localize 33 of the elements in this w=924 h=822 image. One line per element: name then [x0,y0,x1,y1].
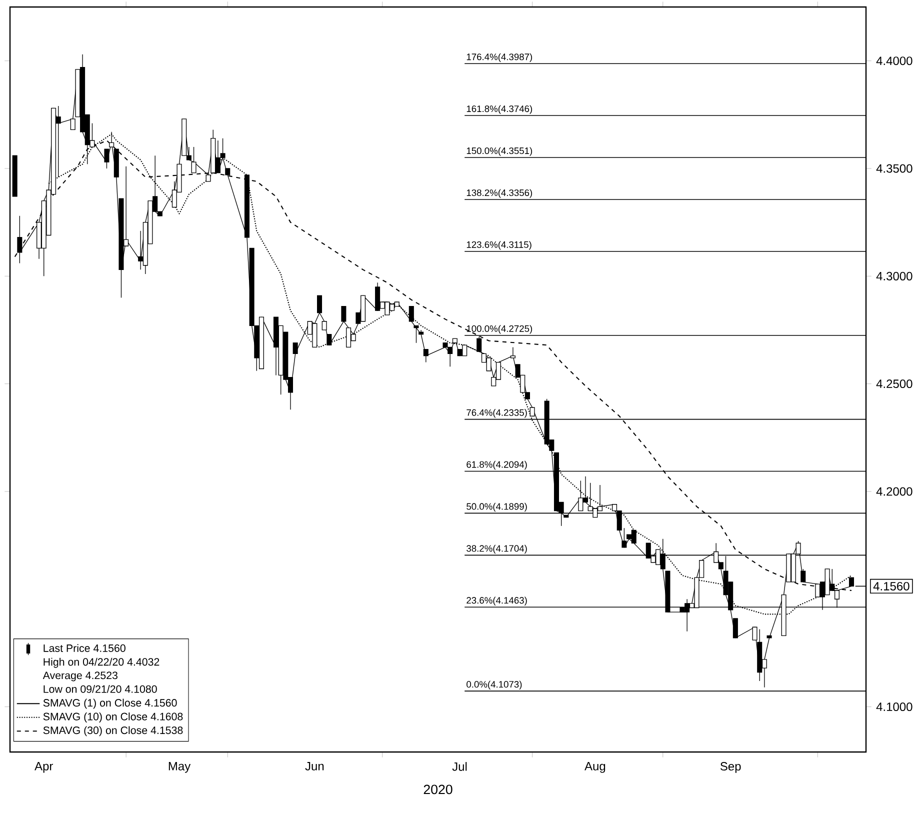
annotation: High on 04/22/20 4.4032 [44,658,160,668]
annotation: 138.2%(4.3356) [466,189,532,198]
annotation: 161.8%(4.3746) [466,105,532,114]
annotation: Low on 09/21/20 4.1080 [44,685,157,693]
annotation: 50.0%(4.1899) [466,502,527,512]
y-tick-label: 4.3500 [876,164,912,173]
x-tick-label: Sep [720,762,741,773]
legend-label: SMAVG (30) on Close 4.1538 [43,726,183,736]
legend-label: SMAVG (10) on Close 4.1608 [43,712,183,722]
x-tick-label: May [168,762,191,773]
y-tick-label: 4.1000 [876,702,912,712]
x-axis-title: 2020 [424,784,452,794]
y-tick-label: 4.3000 [876,272,912,280]
annotation: 176.4%(4.3987) [466,53,532,62]
annotation: Average 4.2523 [42,672,118,682]
annotation: 100.0%(4.2725) [466,325,532,334]
x-tick-label: Aug [584,762,606,773]
y-tick-label: 4.4000 [876,56,912,66]
legend-label: Last Price 4.1560 [44,644,126,652]
x-tick-label: Apr [34,762,53,773]
legend-label: SMAVG (1) on Close 4.1560 [43,698,177,709]
annotation: 123.6%(4.3115) [466,241,532,250]
y-tick-label: 4.2500 [876,380,912,388]
annotation: 76.4%(4.2335) [466,409,527,418]
x-tick-label: Jul [452,762,467,771]
annotation: 4.1560 [873,582,910,590]
annotation: 150.0%(4.3551) [466,147,532,156]
annotation: 61.8%(4.2094) [466,460,527,470]
y-tick-label: 4.2000 [876,487,912,496]
annotation: 0.0%(4.1073) [466,680,522,690]
annotation: 23.6%(4.1463) [466,596,527,606]
x-tick-label: Jun [305,762,324,770]
annotation: 38.2%(4.1704) [466,544,527,554]
